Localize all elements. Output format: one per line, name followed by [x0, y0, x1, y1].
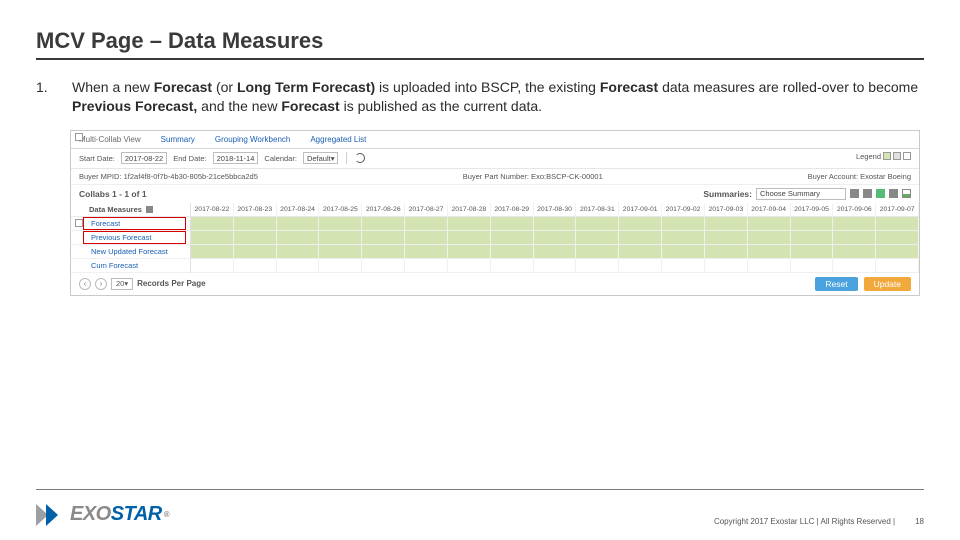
date-header-cell: 2017-09-06	[833, 203, 876, 216]
legend: Legend	[856, 152, 911, 161]
per-page-label: Records Per Page	[137, 279, 205, 288]
tab-mcv[interactable]: Multi-Collab View	[79, 135, 141, 144]
collabs-title: Collabs 1 - 1 of 1	[79, 189, 147, 199]
screenshot-panel: Multi-Collab View Summary Grouping Workb…	[70, 130, 920, 296]
end-date-input[interactable]: 2018-11-14	[213, 152, 259, 164]
calendar-label: Calendar:	[264, 154, 297, 163]
summaries-select[interactable]: Choose Summary	[756, 188, 846, 200]
checkbox-row[interactable]	[75, 219, 83, 227]
filter-bar: Start Date: 2017-08-22 End Date: 2018-11…	[71, 149, 919, 169]
pager: ‹ › 20 ▾ Records Per Page Reset Update	[71, 273, 919, 295]
date-header-cell: 2017-08-25	[319, 203, 362, 216]
update-button[interactable]: Update	[864, 277, 911, 291]
row-label[interactable]: Cum Forecast	[71, 259, 190, 273]
date-header-cell: 2017-08-24	[277, 203, 320, 216]
registered-icon: ®	[164, 510, 169, 519]
date-header-cell: 2017-09-07	[876, 203, 919, 216]
row-label[interactable]: Previous Forecast	[71, 231, 190, 245]
checkbox-all[interactable]	[75, 133, 83, 141]
reset-button[interactable]: Reset	[815, 277, 857, 291]
tab-summary[interactable]: Summary	[161, 135, 195, 144]
date-header-cell: 2017-08-28	[448, 203, 491, 216]
lock-icon	[146, 206, 153, 213]
date-header-cell: 2017-08-26	[362, 203, 405, 216]
date-header-cell: 2017-08-30	[534, 203, 577, 216]
download-icon[interactable]	[850, 189, 859, 198]
buyer-account: Buyer Account: Exostar Boeing	[808, 172, 911, 181]
legend-swatch-2	[893, 152, 901, 160]
end-date-label: End Date:	[173, 154, 206, 163]
date-header-cell: 2017-09-03	[705, 203, 748, 216]
page-title: MCV Page – Data Measures	[36, 28, 924, 60]
date-header-cell: 2017-09-04	[748, 203, 791, 216]
upload-icon[interactable]	[863, 189, 872, 198]
date-header-cell: 2017-08-23	[234, 203, 277, 216]
start-date-input[interactable]: 2017-08-22	[121, 152, 167, 164]
collab-row: Collabs 1 - 1 of 1 Summaries: Choose Sum…	[71, 185, 919, 203]
copyright: Copyright 2017 Exostar LLC | All Rights …	[714, 517, 895, 526]
legend-swatch-3	[903, 152, 911, 160]
calendar-select[interactable]: Default ▾	[303, 152, 339, 164]
per-page-select[interactable]: 20 ▾	[111, 278, 133, 290]
clipboard-icon[interactable]	[876, 189, 885, 198]
date-header-cell: 2017-08-27	[405, 203, 448, 216]
bullet-row: 1. When a new Forecast (or Long Term For…	[36, 78, 924, 116]
date-header-cell: 2017-09-05	[791, 203, 834, 216]
start-date-label: Start Date:	[79, 154, 115, 163]
footer-rule	[36, 489, 924, 490]
table-row	[191, 259, 919, 273]
tab-aggregated[interactable]: Aggregated List	[310, 135, 366, 144]
page-prev-icon[interactable]: ‹	[79, 278, 91, 290]
legend-swatch-1	[883, 152, 891, 160]
page-number: 18	[915, 517, 924, 526]
edit-icon[interactable]	[889, 189, 898, 198]
logo-text-exo: EXO	[70, 503, 111, 526]
bullet-text: When a new Forecast (or Long Term Foreca…	[72, 78, 924, 116]
logo-chevron-blue	[46, 504, 58, 526]
footer: EXO STAR ® Copyright 2017 Exostar LLC | …	[36, 503, 924, 526]
date-header-cell: 2017-08-29	[491, 203, 534, 216]
refresh-icon[interactable]	[355, 153, 365, 163]
bullet-number: 1.	[36, 78, 54, 116]
chart-icon[interactable]	[902, 189, 911, 198]
table-row	[191, 245, 919, 259]
tabs-bar: Multi-Collab View Summary Grouping Workb…	[71, 131, 919, 149]
meta-row: Buyer MPID: 1f2af4f8-0f7b-4b30-805b-21ce…	[71, 169, 919, 185]
grid-date-headers: 2017-08-222017-08-232017-08-242017-08-25…	[191, 203, 919, 217]
table-row	[191, 231, 919, 245]
date-header-cell: 2017-08-22	[191, 203, 234, 216]
date-header-cell: 2017-09-01	[619, 203, 662, 216]
row-label[interactable]: New Updated Forecast	[71, 245, 190, 259]
tab-grouping[interactable]: Grouping Workbench	[215, 135, 290, 144]
summaries-label: Summaries:	[703, 189, 752, 199]
grid-header-left: Data Measures	[71, 203, 190, 217]
row-label[interactable]: Forecast	[71, 217, 190, 231]
exostar-logo: EXO STAR ®	[36, 503, 169, 526]
table-row	[191, 217, 919, 231]
buyer-mpid: Buyer MPID: 1f2af4f8-0f7b-4b30-805b-21ce…	[79, 172, 258, 181]
buyer-part: Buyer Part Number: Exo:BSCP-CK-00001	[258, 172, 808, 181]
logo-text-star: STAR	[111, 503, 162, 526]
date-header-cell: 2017-08-31	[576, 203, 619, 216]
date-header-cell: 2017-09-02	[662, 203, 705, 216]
page-next-icon[interactable]: ›	[95, 278, 107, 290]
data-grid: Data Measures ForecastPrevious ForecastN…	[71, 203, 919, 273]
